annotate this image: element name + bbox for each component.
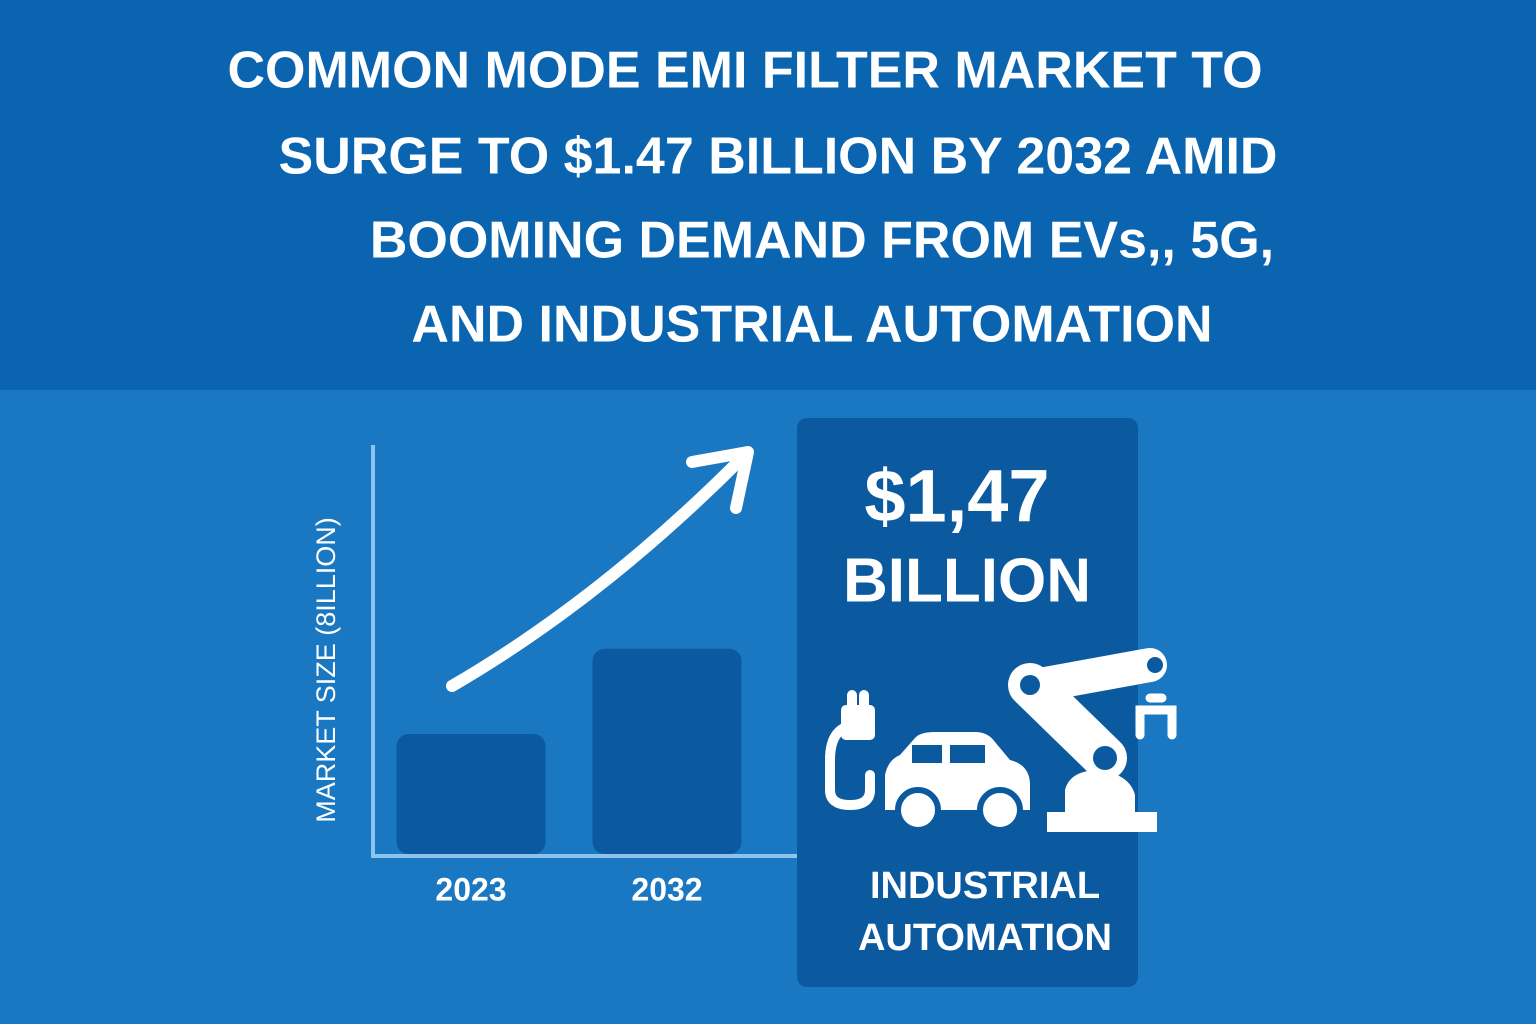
- callout-caption: INDUSTRIAL: [870, 865, 1100, 907]
- callout-caption: AUTOMATION: [858, 917, 1112, 959]
- callout-panel: [797, 418, 1138, 987]
- y-axis-label: MARKET SIZE (8ILLION): [311, 517, 341, 823]
- trend-arrow: [446, 454, 746, 692]
- arrow-head: [686, 446, 754, 514]
- callout-amount: $1,47: [864, 455, 1049, 538]
- callout-unit: BILLION: [843, 546, 1091, 615]
- title-line: BOOMING DEMAND FROM EVs,, 5G,: [370, 212, 1274, 270]
- plot: 2023 2032: [396, 648, 742, 907]
- title-line: SURGE TO $1.47 BILLION BY 2032 AMID: [279, 128, 1278, 186]
- bar: [592, 648, 742, 854]
- title-line: COMMON MODE EMI FILTER MARKET TO: [227, 42, 1262, 100]
- x-tick-label: 2032: [631, 871, 702, 907]
- car-icon: [885, 732, 1030, 833]
- bar: [396, 733, 546, 854]
- header-band: [0, 0, 1536, 390]
- robot-icon: [1008, 648, 1177, 832]
- plug-icon: [825, 690, 875, 810]
- x-tick-label: 2023: [435, 871, 506, 907]
- title-line: AND INDUSTRIAL AUTOMATION: [411, 296, 1212, 354]
